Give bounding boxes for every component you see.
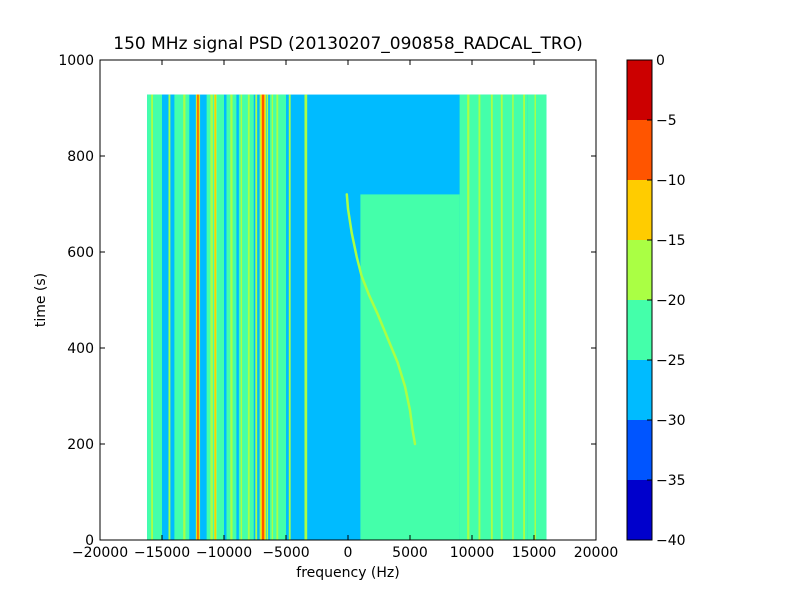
colorbar-tick-label: −30 <box>656 413 686 429</box>
colorbar-segment <box>627 240 652 300</box>
chart-title: 150 MHz signal PSD (20130207_090858_RADC… <box>113 34 582 54</box>
signal-line <box>500 94 503 540</box>
signal-line <box>276 94 279 540</box>
signal-line <box>523 94 526 540</box>
colorbar-tick-label: −20 <box>656 293 686 309</box>
x-tick-label: −20000 <box>72 545 128 561</box>
x-tick-label: −10000 <box>196 545 252 561</box>
signal-line <box>512 94 514 540</box>
y-tick-label: 600 <box>67 245 94 261</box>
signal-line <box>183 94 186 540</box>
y-tick-label: 400 <box>67 341 94 357</box>
signal-line <box>210 94 213 540</box>
signal-line <box>240 94 243 540</box>
signal-line <box>304 94 308 540</box>
y-tick-label: 800 <box>67 149 94 165</box>
x-axis-label: frequency (Hz) <box>296 565 399 581</box>
x-tick-label: 20000 <box>574 545 619 561</box>
signal-line <box>157 94 160 540</box>
heatmap-region <box>162 94 175 540</box>
signal-line <box>490 94 493 540</box>
colorbar-tick-label: −25 <box>656 353 686 369</box>
signal-line <box>255 94 258 540</box>
signal-line <box>247 94 250 540</box>
signal-line <box>478 94 481 540</box>
x-axis: −20000 −15000 −10000 −5000 0 5000 10000 15000 20… <box>72 60 618 561</box>
x-tick-label: 15000 <box>512 545 557 561</box>
signal-line <box>271 94 274 540</box>
heatmap-region <box>527 94 547 540</box>
colorbar-tick-label: −5 <box>656 113 677 129</box>
signal-line <box>534 94 536 540</box>
heatmap-region <box>174 94 190 540</box>
colorbar-segment <box>627 420 652 480</box>
signal-line <box>288 94 291 540</box>
y-axis: 0 200 400 600 800 1000 <box>58 53 596 549</box>
y-tick-label: 200 <box>67 437 94 453</box>
signal-line <box>168 94 171 540</box>
colorbar-axis: 0 −5 −10 −15 −20 −25 −30 −35 −40 <box>647 53 686 549</box>
signal-line <box>230 94 233 540</box>
y-tick-label: 0 <box>85 533 94 549</box>
drift-trace <box>345 193 417 446</box>
colorbar-tick-label: −35 <box>656 473 686 489</box>
signal-line <box>197 94 199 540</box>
signal-line <box>262 94 265 540</box>
y-tick-label: 1000 <box>58 53 94 69</box>
x-tick-label: 0 <box>344 545 353 561</box>
heatmap-region <box>459 94 528 540</box>
heatmap-region <box>360 194 460 540</box>
heatmap <box>147 94 547 540</box>
colorbar-segment <box>627 360 652 420</box>
colorbar-tick-label: −10 <box>656 173 686 189</box>
x-tick-label: −15000 <box>134 545 190 561</box>
colorbar-segment <box>627 480 652 540</box>
colorbar <box>627 60 652 540</box>
heatmap-region <box>147 94 162 540</box>
x-tick-label: −5000 <box>262 545 309 561</box>
colorbar-tick-label: −40 <box>656 533 686 549</box>
colorbar-tick-label: 0 <box>656 53 665 69</box>
x-tick-label: 5000 <box>392 545 428 561</box>
colorbar-segment <box>627 300 652 360</box>
colorbar-segment <box>627 120 652 180</box>
heatmap-region <box>238 94 254 540</box>
signal-line <box>214 94 217 540</box>
signal-line <box>151 94 154 540</box>
colorbar-segment <box>627 180 652 240</box>
y-axis-label: time (s) <box>33 273 49 327</box>
x-tick-label: 10000 <box>450 545 495 561</box>
signal-line <box>266 94 269 540</box>
colorbar-tick-label: −15 <box>656 233 686 249</box>
colorbar-segment <box>627 60 652 120</box>
signal-line <box>467 94 470 540</box>
